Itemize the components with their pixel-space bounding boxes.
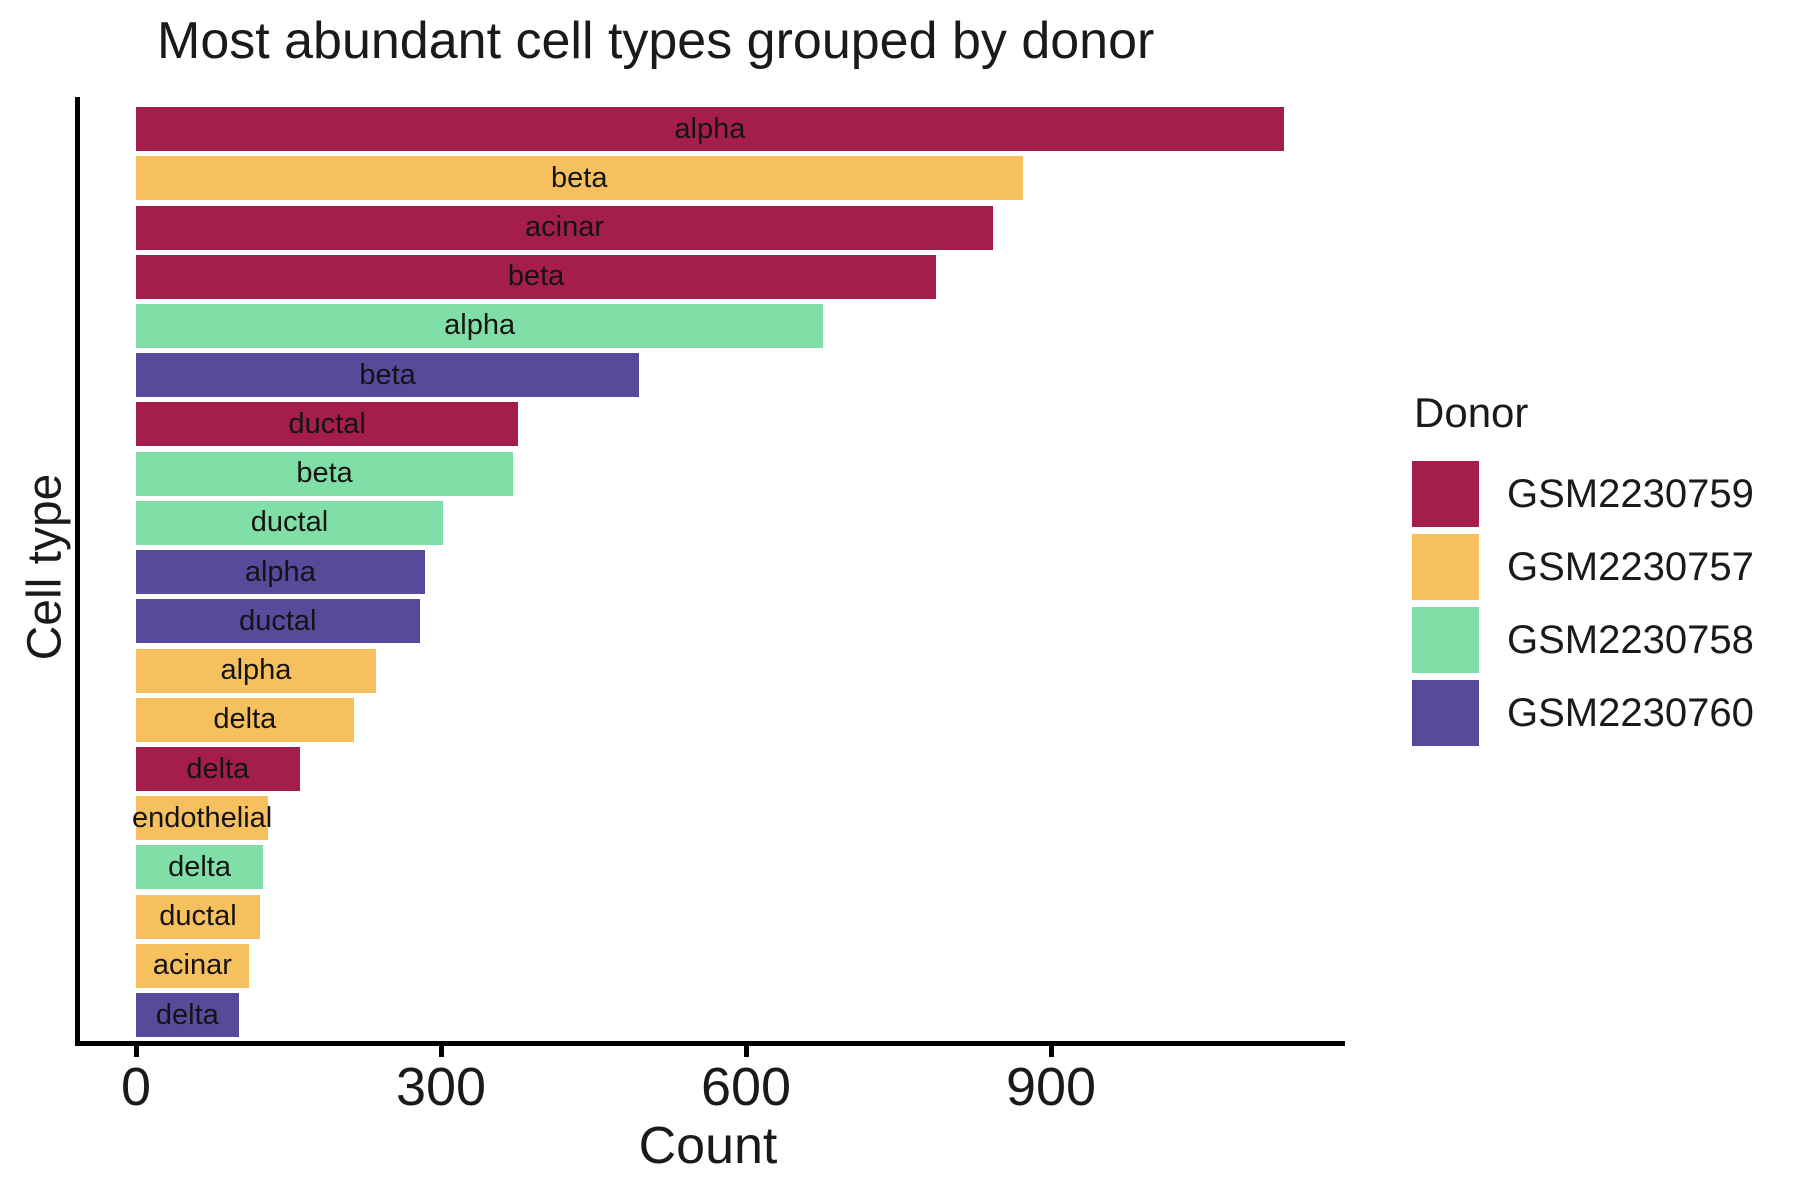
bar-beta-GSM2230759: beta — [136, 254, 937, 299]
bar-label: beta — [551, 161, 608, 194]
bar-ductal-GSM2230760: ductal — [136, 599, 420, 644]
bar-label: beta — [359, 358, 416, 391]
bar-label: ductal — [250, 506, 329, 539]
legend-color-swatch — [1412, 534, 1479, 600]
bar-label: alpha — [444, 309, 516, 342]
y-axis-title: Cell type — [18, 473, 72, 661]
x-tick-mark — [133, 1046, 139, 1057]
bar-label: delta — [186, 752, 250, 785]
x-tick-label: 900 — [1005, 1057, 1097, 1117]
x-tick-mark — [1048, 1046, 1054, 1057]
bar-label: delta — [213, 703, 277, 736]
bar-delta-GSM2230758: delta — [136, 845, 264, 890]
legend-items: GSM2230759 GSM2230757 GSM2230758 GSM2230760 — [1412, 461, 1754, 746]
bar-delta-GSM2230759: delta — [136, 747, 300, 791]
x-axis-line — [75, 1041, 1345, 1046]
bar-beta-GSM2230757: beta — [136, 156, 1023, 201]
x-tick-mark — [438, 1046, 444, 1057]
bar-alpha-GSM2230759: alpha — [136, 107, 1284, 151]
bar-delta-GSM2230760: delta — [136, 993, 239, 1038]
x-axis-title: Count — [638, 1117, 778, 1175]
bar-label: alpha — [244, 555, 316, 588]
x-tick-label: 600 — [700, 1057, 792, 1117]
legend-item-GSM2230757: GSM2230757 — [1412, 534, 1754, 600]
legend-label: GSM2230759 — [1507, 471, 1754, 516]
bar-delta-GSM2230757: delta — [136, 697, 354, 742]
legend-label: GSM2230757 — [1507, 544, 1754, 589]
legend-color-swatch — [1412, 461, 1479, 527]
bar-alpha-GSM2230757: alpha — [136, 648, 376, 693]
legend: Donor GSM2230759 GSM2230757 GSM2230758 GSM2… — [1412, 392, 1754, 753]
bar-beta-GSM2230758: beta — [136, 451, 514, 496]
legend-title: Donor — [1414, 389, 1529, 436]
legend-label: GSM2230760 — [1507, 690, 1754, 735]
bar-alpha-GSM2230760: alpha — [136, 550, 425, 595]
bar-endothelial-GSM2230757: endothelial — [132, 796, 272, 841]
bar-alpha-GSM2230758: alpha — [136, 303, 824, 348]
bar-label: ductal — [159, 900, 237, 933]
bar-label: acinar — [525, 211, 604, 243]
bar-acinar-GSM2230757: acinar — [136, 943, 249, 988]
legend-color-swatch — [1412, 607, 1479, 673]
bar-label: beta — [507, 260, 565, 293]
bar-label: alpha — [674, 112, 746, 145]
legend-color-swatch — [1412, 680, 1479, 746]
bar-acinar-GSM2230759: acinar — [136, 205, 993, 250]
bar-label: ductal — [239, 604, 317, 637]
chart-title: Most abundant cell types grouped by dono… — [157, 12, 1155, 70]
bar-ductal-GSM2230757: ductal — [136, 894, 260, 939]
legend-item-GSM2230760: GSM2230760 — [1412, 680, 1754, 746]
legend-item-GSM2230758: GSM2230758 — [1412, 607, 1754, 673]
bar-label: beta — [296, 457, 353, 490]
legend-item-GSM2230759: GSM2230759 — [1412, 461, 1754, 527]
bar-ductal-GSM2230758: ductal — [136, 500, 443, 545]
bar-label: ductal — [288, 407, 366, 440]
bar-label: alpha — [220, 654, 292, 686]
x-tick-label: 0 — [120, 1057, 152, 1117]
bar-label: delta — [155, 998, 219, 1031]
bar-beta-GSM2230760: beta — [136, 353, 640, 398]
bar-label: endothelial — [131, 801, 273, 834]
x-tick-mark — [743, 1046, 749, 1057]
bar-label: delta — [168, 850, 231, 883]
y-axis-line — [75, 97, 80, 1046]
bar-label: acinar — [152, 949, 232, 982]
legend-label: GSM2230758 — [1507, 617, 1754, 662]
x-tick-label: 300 — [395, 1057, 487, 1117]
bar-ductal-GSM2230759: ductal — [136, 402, 519, 447]
